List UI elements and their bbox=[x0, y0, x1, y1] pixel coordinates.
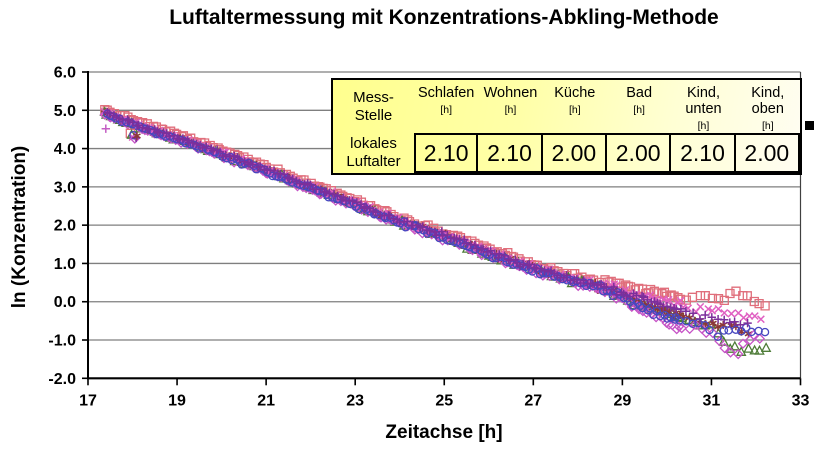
unit-label: [h] bbox=[697, 119, 710, 132]
outlier-plus bbox=[101, 124, 110, 133]
svg-text:-2.0: -2.0 bbox=[48, 371, 76, 388]
air-age-value: 2.00 bbox=[735, 133, 800, 173]
svg-text:0.0: 0.0 bbox=[54, 294, 76, 311]
air-age-value: 2.10 bbox=[671, 133, 736, 173]
selection-handle[interactable] bbox=[805, 121, 814, 130]
y-tick-labels: 6.0 5.0 4.0 3.0 2.0 1.0 0.0 -1.0 -2.0 bbox=[48, 65, 76, 388]
column-header: Bad [h] bbox=[626, 85, 653, 116]
table-corner-label: Mess- Stelle bbox=[353, 89, 394, 124]
y-axis-label: ln (Konzentration) bbox=[9, 145, 30, 309]
unit-label: [h] bbox=[761, 119, 774, 132]
outlier-asterisk bbox=[133, 131, 141, 140]
svg-text:-1.0: -1.0 bbox=[48, 333, 76, 350]
outlier-points bbox=[101, 124, 141, 144]
air-age-value: 2.10 bbox=[478, 133, 543, 173]
svg-text:23: 23 bbox=[346, 392, 364, 409]
unit-label: [h] bbox=[504, 103, 517, 116]
svg-text:5.0: 5.0 bbox=[54, 103, 76, 120]
table-row-header: lokales Luftalter bbox=[346, 135, 401, 170]
svg-text:1.0: 1.0 bbox=[54, 256, 76, 273]
svg-text:25: 25 bbox=[435, 392, 453, 409]
svg-text:31: 31 bbox=[703, 392, 721, 409]
table-col-kind-oben: Kind, oben [h] 2.00 bbox=[735, 80, 800, 173]
x-tick-labels: 17 19 21 23 25 27 29 31 33 bbox=[79, 392, 809, 409]
air-age-value: 2.00 bbox=[542, 133, 607, 173]
svg-text:33: 33 bbox=[792, 392, 810, 409]
table-col-schlafen: Schlafen [h] 2.10 bbox=[414, 80, 479, 173]
svg-text:3.0: 3.0 bbox=[54, 179, 76, 196]
svg-text:6.0: 6.0 bbox=[54, 65, 76, 82]
x-axis-label: Zeitachse [h] bbox=[385, 422, 503, 443]
table-col-kind-unten: Kind, unten [h] 2.10 bbox=[671, 80, 736, 173]
column-header: Wohnen [h] bbox=[483, 85, 538, 116]
table-header-column: Mess- Stelle lokales Luftalter bbox=[333, 80, 414, 173]
air-age-table[interactable]: Mess- Stelle lokales Luftalter Schlafen … bbox=[331, 78, 802, 175]
svg-text:2.0: 2.0 bbox=[54, 218, 76, 235]
svg-text:21: 21 bbox=[257, 392, 275, 409]
table-col-wohnen: Wohnen [h] 2.10 bbox=[478, 80, 543, 173]
air-age-value: 2.00 bbox=[606, 133, 672, 173]
messreihe-pluses bbox=[103, 108, 752, 329]
unit-label: [h] bbox=[440, 103, 452, 116]
svg-text:4.0: 4.0 bbox=[54, 141, 76, 158]
svg-text:17: 17 bbox=[79, 392, 97, 409]
data-points bbox=[99, 104, 772, 360]
svg-text:19: 19 bbox=[168, 392, 186, 409]
air-age-value: 2.10 bbox=[414, 133, 479, 173]
column-header: Kind, unten [h] bbox=[685, 85, 722, 132]
svg-text:27: 27 bbox=[524, 392, 542, 409]
column-header: Schlafen [h] bbox=[417, 85, 475, 116]
unit-label: [h] bbox=[633, 103, 645, 116]
unit-label: [h] bbox=[568, 103, 581, 116]
svg-text:29: 29 bbox=[613, 392, 631, 409]
table-col-bad: Bad [h] 2.00 bbox=[606, 80, 672, 173]
table-col-kueche: Küche [h] 2.00 bbox=[542, 80, 607, 173]
column-header: Kind, oben [h] bbox=[751, 85, 785, 132]
chart-title: Luftaltermessung mit Konzentrations-Abkl… bbox=[169, 6, 719, 29]
column-header: Küche [h] bbox=[554, 85, 596, 116]
